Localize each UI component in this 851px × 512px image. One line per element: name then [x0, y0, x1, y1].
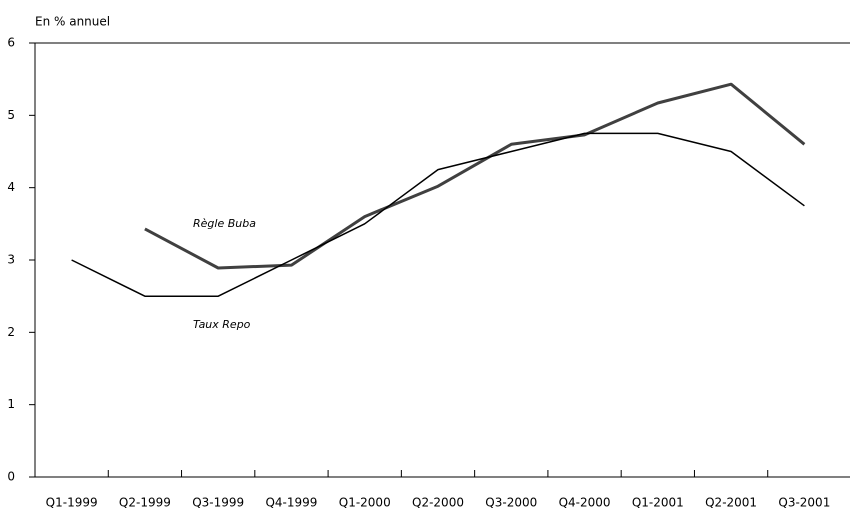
x-tick-label: Q3-2001 [778, 496, 830, 510]
y-tick-label: 6 [7, 36, 15, 50]
x-tick-label: Q1-2001 [632, 496, 684, 510]
series-line [71, 132, 805, 297]
y-tick-label: 3 [7, 253, 15, 267]
x-tick-label: Q1-1999 [46, 496, 98, 510]
y-tick-label: 5 [7, 108, 15, 122]
series-annotation: Règle Buba [193, 217, 256, 230]
y-tick-label: 0 [7, 470, 15, 484]
y-tick-label: 1 [7, 397, 15, 411]
x-tick-label: Q3-2000 [485, 496, 537, 510]
x-tick-label: Q2-2001 [705, 496, 757, 510]
x-tick-label: Q2-2000 [412, 496, 464, 510]
y-tick-label: 4 [7, 180, 15, 194]
series-annotation: Taux Repo [193, 318, 251, 331]
x-tick-label: Q2-1999 [119, 496, 171, 510]
y-tick-label: 2 [7, 325, 15, 339]
x-tick-label: Q4-2000 [559, 496, 611, 510]
x-tick-label: Q1-2000 [339, 496, 391, 510]
x-tick-label: Q4-1999 [265, 496, 317, 510]
series-line [144, 82, 806, 270]
x-tick-label: Q3-1999 [192, 496, 244, 510]
y-axis-label: En % annuel [35, 15, 110, 29]
